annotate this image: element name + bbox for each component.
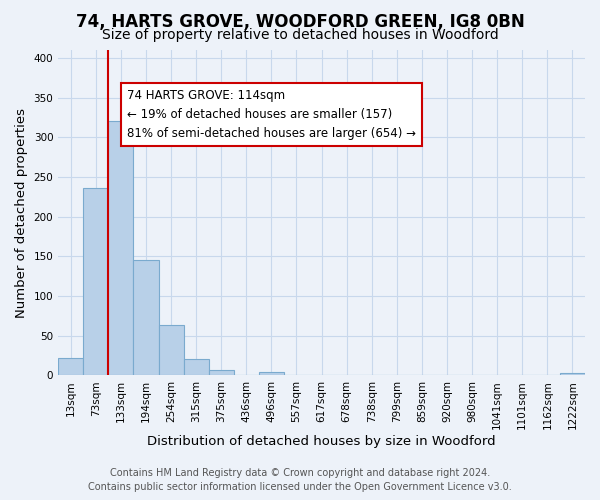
Text: Contains HM Land Registry data © Crown copyright and database right 2024.
Contai: Contains HM Land Registry data © Crown c… <box>88 468 512 492</box>
Text: Size of property relative to detached houses in Woodford: Size of property relative to detached ho… <box>101 28 499 42</box>
Bar <box>259 372 284 376</box>
Bar <box>58 358 83 376</box>
Bar <box>158 324 184 376</box>
Bar <box>184 358 209 376</box>
Bar <box>83 188 109 376</box>
X-axis label: Distribution of detached houses by size in Woodford: Distribution of detached houses by size … <box>147 434 496 448</box>
Text: 74, HARTS GROVE, WOODFORD GREEN, IG8 0BN: 74, HARTS GROVE, WOODFORD GREEN, IG8 0BN <box>76 12 524 30</box>
Bar <box>209 370 234 376</box>
Bar <box>560 373 585 376</box>
Y-axis label: Number of detached properties: Number of detached properties <box>15 108 28 318</box>
Bar <box>133 260 158 376</box>
Text: 74 HARTS GROVE: 114sqm
← 19% of detached houses are smaller (157)
81% of semi-de: 74 HARTS GROVE: 114sqm ← 19% of detached… <box>127 89 416 140</box>
Bar <box>109 122 133 376</box>
